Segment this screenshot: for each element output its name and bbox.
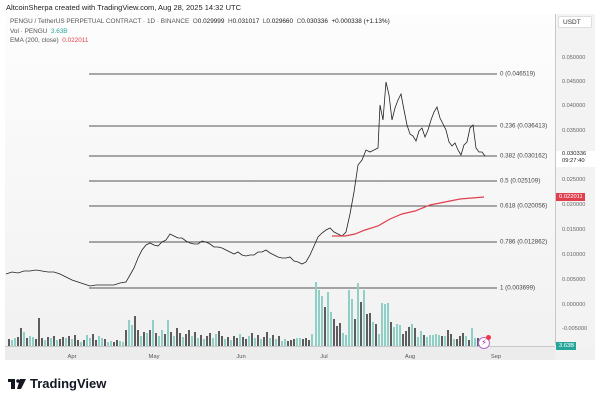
close-value: 0.030336: [301, 18, 328, 25]
low-value: 0.029660: [266, 18, 294, 25]
candlesticks: [5, 81, 486, 287]
price-tick: 0.035000: [562, 128, 586, 134]
chart-credit: AltcoinSherpa created with TradingView.c…: [6, 3, 242, 12]
last-price-label: 0.030336 09:27:40: [556, 151, 595, 167]
fib-label-0618: 0.618 (0.020056): [500, 202, 548, 210]
ema-line: [332, 196, 485, 237]
time-axis[interactable]: [5, 346, 555, 360]
volume-legend-row[interactable]: Vol · PENGU 3.63B: [10, 27, 68, 35]
lightning-icon[interactable]: ⚡: [478, 337, 490, 349]
time-label-jul: Jul: [320, 354, 328, 360]
price-tick: 0.010000: [562, 252, 586, 258]
bar-countdown: 09:27:40: [562, 158, 585, 164]
price-tick: 0.005000: [562, 277, 586, 283]
fib-label-1: 1 (0.003699): [500, 284, 536, 292]
fib-label-0236: 0.236 (0.036413): [500, 122, 548, 130]
price-tick: 0.015000: [562, 227, 586, 233]
symbol-ohlc-row[interactable]: PENGU / TetherUS PERPETUAL CONTRACT · 1D…: [10, 18, 390, 25]
volume-tag: 3.63B: [556, 342, 576, 350]
price-tick: 0.020000: [562, 202, 586, 208]
fib-label-05: 0.5 (0.025109): [500, 177, 541, 185]
price-tick: 0.000000: [562, 302, 586, 308]
time-label-aug: Aug: [404, 354, 416, 360]
price-tick: 0.045000: [562, 79, 586, 85]
time-label-jun: Jun: [236, 354, 246, 360]
volume-bars: [8, 282, 479, 346]
currency-selector[interactable]: USDT: [558, 16, 592, 28]
time-label-sep: Sep: [490, 354, 502, 360]
chart-pane[interactable]: [5, 14, 595, 360]
volume-value: 3.63B: [50, 27, 68, 35]
brand-name: TradingView: [30, 376, 107, 391]
price-tick: -0.005000: [562, 326, 588, 332]
ema-legend-row[interactable]: EMA (200, close) 0.022011: [10, 37, 89, 45]
symbol-title: PENGU / TetherUS PERPETUAL CONTRACT · 1D…: [10, 18, 190, 25]
change-value: +0.000338 (+1.13%): [331, 18, 390, 25]
ema-price-tag: 0.022011: [556, 193, 585, 201]
price-tick: 0.050000: [562, 55, 586, 61]
ema-value: 0.022011: [62, 37, 89, 45]
tradingview-logo[interactable]: TradingView: [8, 376, 106, 391]
fib-label-0: 0 (0.046519): [500, 70, 536, 78]
time-label-apr: Apr: [67, 354, 77, 360]
price-tick: 0.040000: [562, 103, 586, 109]
fib-label-0382: 0.382 (0.030162): [500, 152, 548, 160]
fib-retracement[interactable]: [89, 73, 497, 289]
fib-label-0786: 0.786 (0.012862): [500, 238, 548, 246]
price-tick: 0.025000: [562, 177, 586, 183]
tradingview-logo-icon: [8, 378, 26, 389]
high-value: 0.031017: [232, 18, 260, 25]
notification-dot: [486, 335, 491, 340]
price-axis[interactable]: [555, 14, 595, 345]
time-label-may: May: [148, 354, 160, 360]
chart-legend: PENGU / TetherUS PERPETUAL CONTRACT · 1D…: [10, 17, 390, 46]
open-value: 0.029999: [197, 18, 225, 25]
